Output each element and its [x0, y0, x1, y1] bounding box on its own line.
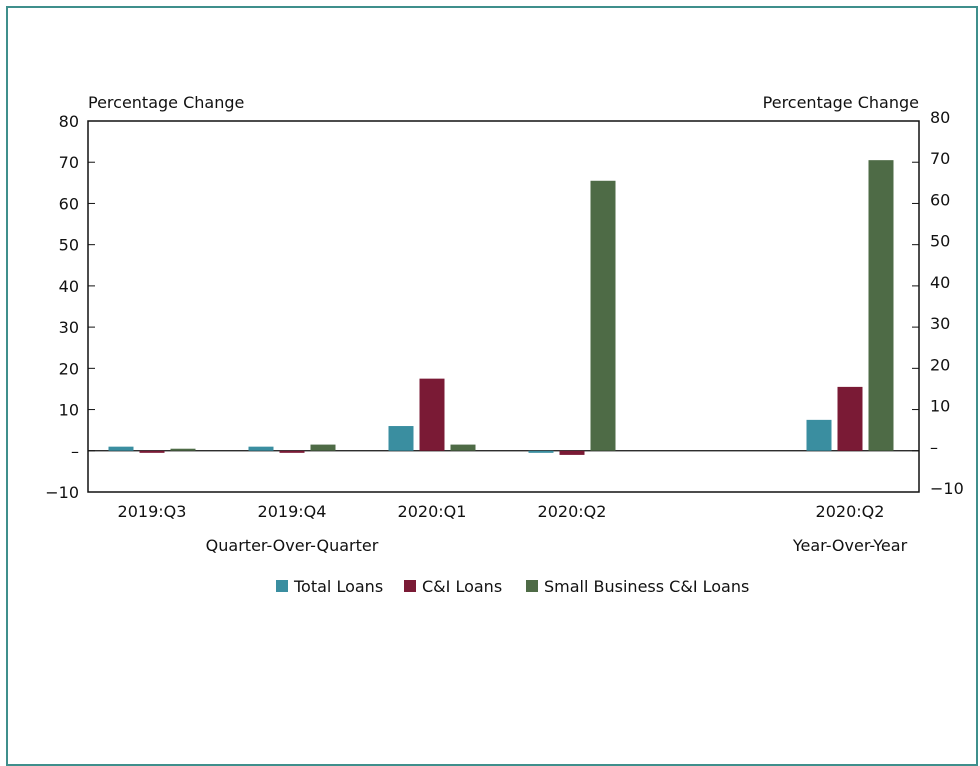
bar-small-business-ci-loans [590, 180, 616, 451]
legend-swatch-small-business-ci-loans [526, 580, 538, 592]
bar-small-business-ci-loans [170, 448, 196, 451]
x-category-label: 2020:Q2 [538, 502, 607, 521]
bar-ci-loans [559, 450, 585, 455]
right-tick-label: 50 [930, 232, 950, 251]
legend-label-total-loans: Total Loans [293, 577, 383, 596]
bar-ci-loans [837, 386, 863, 451]
group-label-yoy: Year-Over-Year [792, 536, 908, 555]
bar-ci-loans [279, 450, 305, 453]
right-tick-label: – [930, 438, 938, 457]
right-tick-label: 70 [930, 149, 950, 168]
group-label-qoq: Quarter-Over-Quarter [206, 536, 379, 555]
left-tick-label: 40 [59, 277, 79, 296]
plot-area [87, 120, 920, 493]
right-y-axis: 80 70 60 50 40 30 20 10 – −10 [912, 108, 964, 498]
right-tick-label: 20 [930, 355, 950, 374]
legend: Total Loans C&I Loans Small Business C&I… [276, 577, 749, 596]
x-category-label: 2019:Q4 [258, 502, 327, 521]
bar-small-business-ci-loans [450, 444, 476, 451]
right-tick-label: 30 [930, 314, 950, 333]
legend-swatch-total-loans [276, 580, 288, 592]
left-tick-label: 70 [59, 153, 79, 172]
right-tick-label: −10 [930, 479, 964, 498]
bar-total-loans [528, 450, 554, 453]
left-tick-label: – [71, 442, 79, 461]
x-axis-categories: 2019:Q3 2019:Q4 2020:Q1 2020:Q2 2020:Q2 [118, 502, 885, 521]
left-tick-label: 30 [59, 318, 79, 337]
left-tick-label: 60 [59, 194, 79, 213]
left-tick-label: 10 [59, 401, 79, 420]
left-tick-label: −10 [45, 483, 79, 502]
bar-small-business-ci-loans [310, 444, 336, 451]
bar-total-loans [108, 446, 134, 451]
bar-small-business-ci-loans [868, 160, 894, 451]
left-axis-label: Percentage Change [88, 93, 244, 112]
left-tick-label: 80 [59, 112, 79, 131]
right-tick-label: 80 [930, 108, 950, 127]
legend-label-ci-loans: C&I Loans [422, 577, 502, 596]
bars [108, 160, 894, 455]
right-tick-label: 60 [930, 190, 950, 209]
right-axis-label: Percentage Change [763, 93, 919, 112]
x-category-label: 2019:Q3 [118, 502, 187, 521]
right-tick-label: 10 [930, 397, 950, 416]
bar-total-loans [806, 419, 832, 451]
x-category-label: 2020:Q2 [816, 502, 885, 521]
x-category-label: 2020:Q1 [398, 502, 467, 521]
bar-ci-loans [419, 378, 445, 451]
bar-total-loans [388, 426, 414, 451]
legend-swatch-ci-loans [404, 580, 416, 592]
left-tick-label: 50 [59, 236, 79, 255]
right-tick-label: 40 [930, 273, 950, 292]
left-tick-label: 20 [59, 359, 79, 378]
legend-label-small-business-ci-loans: Small Business C&I Loans [544, 577, 749, 596]
bar-total-loans [248, 446, 274, 451]
bar-ci-loans [139, 450, 165, 453]
